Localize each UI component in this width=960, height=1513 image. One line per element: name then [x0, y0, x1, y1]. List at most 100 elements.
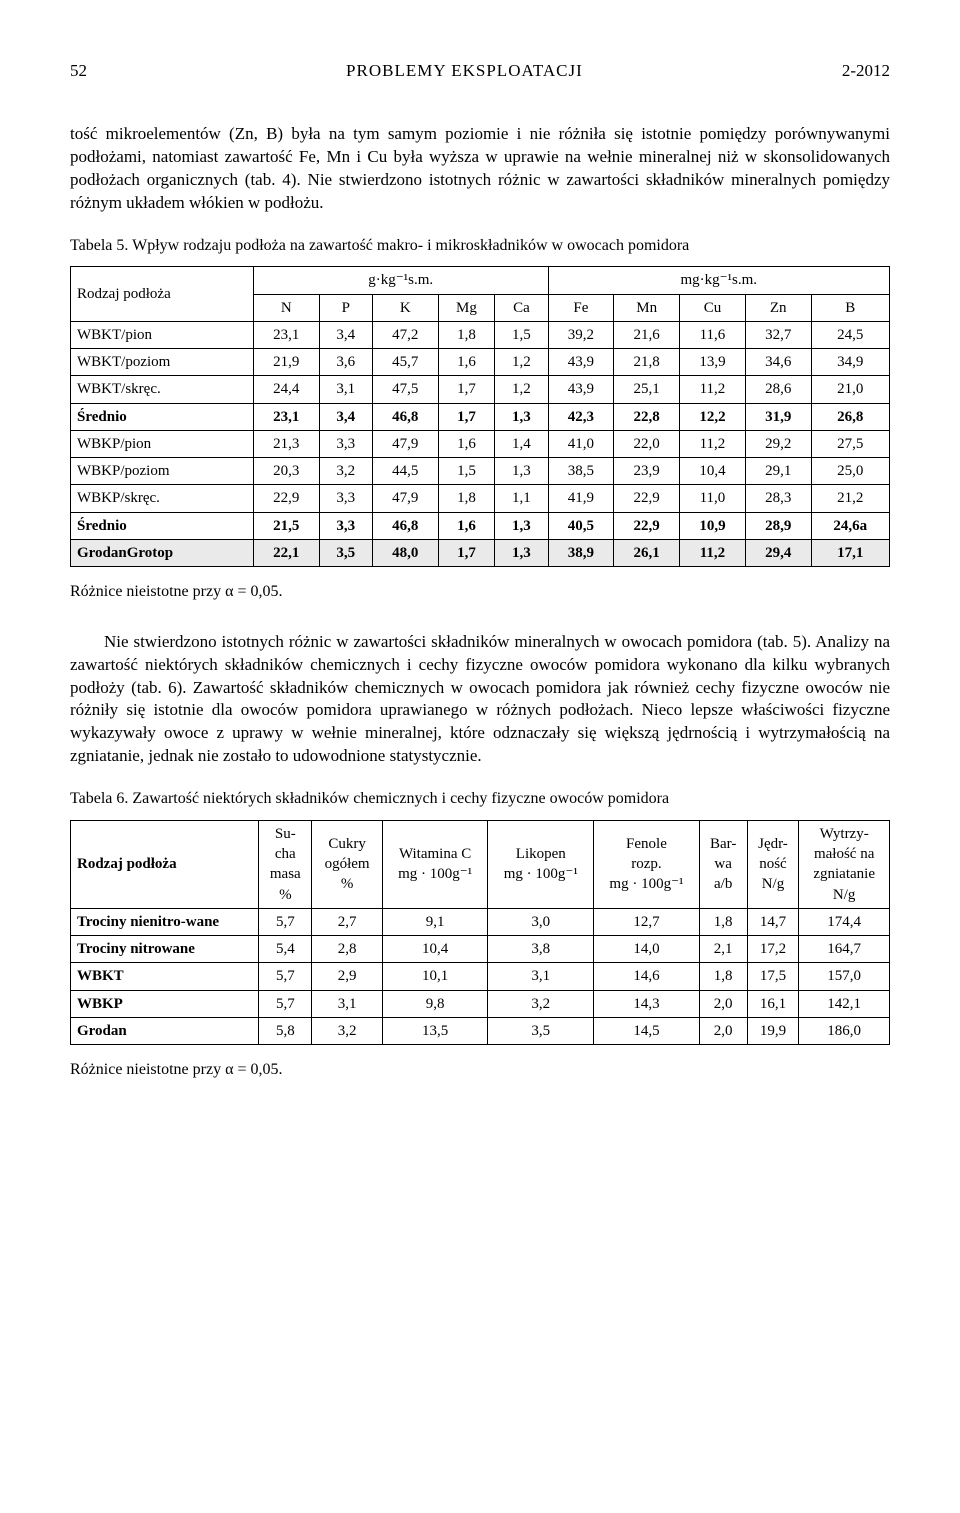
cell: 38,5	[548, 458, 614, 485]
table5-col: Fe	[548, 294, 614, 321]
table-row: Grodan5,83,213,53,514,52,019,9186,0	[71, 1017, 890, 1044]
cell: 10,1	[382, 963, 488, 990]
cell: 23,1	[253, 321, 319, 348]
table5-caption: Tabela 5. Wpływ rodzaju podłoża na zawar…	[70, 235, 890, 257]
cell: 34,9	[811, 349, 889, 376]
cell: 24,4	[253, 376, 319, 403]
table5-unit-left: g·kg⁻¹s.m.	[253, 267, 548, 294]
table5-col: K	[372, 294, 438, 321]
cell: 2,0	[699, 990, 747, 1017]
cell: 23,1	[253, 403, 319, 430]
header-title: PROBLEMY EKSPLOATACJI	[346, 60, 583, 83]
cell: 3,1	[312, 990, 382, 1017]
table-row: Trociny nienitro-wane5,72,79,13,012,71,8…	[71, 908, 890, 935]
cell: 1,2	[495, 376, 548, 403]
cell: 1,3	[495, 539, 548, 566]
cell: 3,4	[319, 321, 372, 348]
table6: Rodzaj podłożaSu- cha masa %Cukry ogółem…	[70, 820, 890, 1045]
cell: 44,5	[372, 458, 438, 485]
cell: 9,8	[382, 990, 488, 1017]
cell: 1,6	[438, 430, 495, 457]
table-row: Średnio21,53,346,81,61,340,522,910,928,9…	[71, 512, 890, 539]
header-issue: 2-2012	[842, 60, 890, 83]
cell: 3,1	[488, 963, 594, 990]
cell: 5,7	[259, 990, 312, 1017]
table-row: WBKT5,72,910,13,114,61,817,5157,0	[71, 963, 890, 990]
mid-paragraph: Nie stwierdzono istotnych różnic w zawar…	[70, 631, 890, 769]
page-number: 52	[70, 60, 87, 83]
cell: 21,6	[614, 321, 680, 348]
table-row: WBKT/poziom21,93,645,71,61,243,921,813,9…	[71, 349, 890, 376]
cell: 3,6	[319, 349, 372, 376]
table6-col: Bar- wa a/b	[699, 820, 747, 908]
cell: 1,7	[438, 403, 495, 430]
cell: 11,2	[680, 539, 746, 566]
cell: 1,8	[699, 963, 747, 990]
cell: 1,3	[495, 458, 548, 485]
cell: 2,8	[312, 936, 382, 963]
table6-footnote: Różnice nieistotne przy α = 0,05.	[70, 1059, 890, 1081]
cell: 3,2	[488, 990, 594, 1017]
cell: 14,0	[594, 936, 700, 963]
cell: 3,4	[319, 403, 372, 430]
cell: 16,1	[747, 990, 799, 1017]
cell: 14,6	[594, 963, 700, 990]
cell: 48,0	[372, 539, 438, 566]
cell: 23,9	[614, 458, 680, 485]
cell: 1,4	[495, 430, 548, 457]
cell: 10,4	[680, 458, 746, 485]
cell: 14,5	[594, 1017, 700, 1044]
cell: 9,1	[382, 908, 488, 935]
intro-paragraph: tość mikroelementów (Zn, B) była na tym …	[70, 123, 890, 215]
cell: 11,2	[680, 376, 746, 403]
cell: 1,7	[438, 539, 495, 566]
cell: 3,1	[319, 376, 372, 403]
row-label: GrodanGrotop	[71, 539, 254, 566]
cell: 5,7	[259, 908, 312, 935]
cell: 47,9	[372, 485, 438, 512]
cell: 29,2	[745, 430, 811, 457]
cell: 22,0	[614, 430, 680, 457]
row-label: Trociny nienitro-wane	[71, 908, 259, 935]
row-label: Trociny nitrowane	[71, 936, 259, 963]
cell: 5,7	[259, 963, 312, 990]
cell: 22,8	[614, 403, 680, 430]
cell: 1,5	[438, 458, 495, 485]
cell: 19,9	[747, 1017, 799, 1044]
cell: 3,5	[319, 539, 372, 566]
cell: 164,7	[799, 936, 890, 963]
table6-col: Su- cha masa %	[259, 820, 312, 908]
table6-col: Jędr- ność N/g	[747, 820, 799, 908]
cell: 38,9	[548, 539, 614, 566]
cell: 13,9	[680, 349, 746, 376]
cell: 47,9	[372, 430, 438, 457]
cell: 34,6	[745, 349, 811, 376]
cell: 29,4	[745, 539, 811, 566]
table6-col: Rodzaj podłoża	[71, 820, 259, 908]
table5-col: Mn	[614, 294, 680, 321]
cell: 5,4	[259, 936, 312, 963]
cell: 42,3	[548, 403, 614, 430]
table6-headers: Rodzaj podłożaSu- cha masa %Cukry ogółem…	[71, 820, 890, 908]
cell: 27,5	[811, 430, 889, 457]
cell: 28,9	[745, 512, 811, 539]
table5-col: N	[253, 294, 319, 321]
cell: 157,0	[799, 963, 890, 990]
table5-footnote: Różnice nieistotne przy α = 0,05.	[70, 581, 890, 603]
cell: 17,2	[747, 936, 799, 963]
row-label: WBKP	[71, 990, 259, 1017]
cell: 3,0	[488, 908, 594, 935]
cell: 26,8	[811, 403, 889, 430]
table5-col: Zn	[745, 294, 811, 321]
cell: 2,9	[312, 963, 382, 990]
table5: Rodzaj podłoża g·kg⁻¹s.m. mg·kg⁻¹s.m. NP…	[70, 266, 890, 567]
row-label: WBKT/poziom	[71, 349, 254, 376]
table-row: WBKP/poziom20,33,244,51,51,338,523,910,4…	[71, 458, 890, 485]
cell: 3,3	[319, 430, 372, 457]
table-row: WBKT/pion23,13,447,21,81,539,221,611,632…	[71, 321, 890, 348]
cell: 21,2	[811, 485, 889, 512]
cell: 1,6	[438, 512, 495, 539]
cell: 1,8	[438, 321, 495, 348]
row-label: Średnio	[71, 512, 254, 539]
cell: 29,1	[745, 458, 811, 485]
